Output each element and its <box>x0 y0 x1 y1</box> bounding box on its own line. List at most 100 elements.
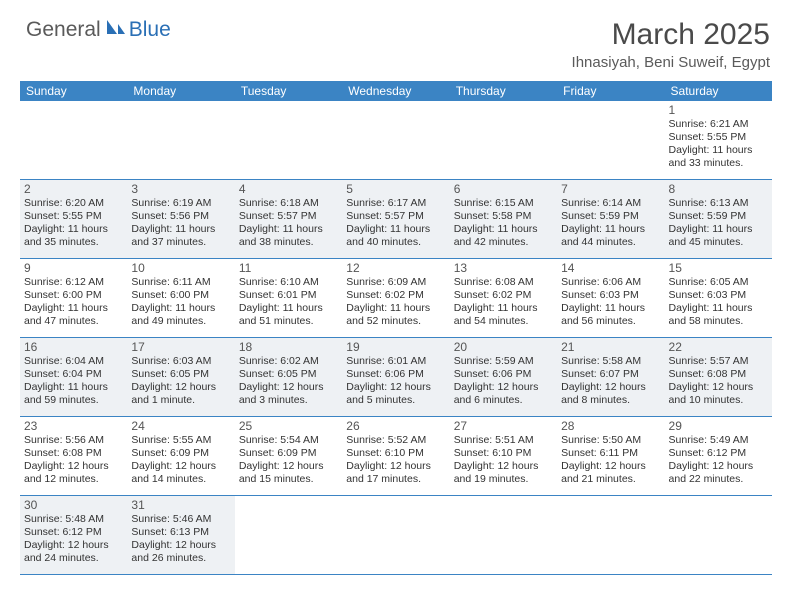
cell-line: Daylight: 11 hours <box>131 302 230 315</box>
calendar-cell: 21Sunrise: 5:58 AMSunset: 6:07 PMDayligh… <box>557 338 664 416</box>
cell-line: Sunrise: 5:59 AM <box>454 355 553 368</box>
cell-line: Daylight: 11 hours <box>669 302 768 315</box>
day-number: 19 <box>346 340 445 354</box>
calendar-cell-empty <box>557 496 664 574</box>
cell-line: and 33 minutes. <box>669 157 768 170</box>
cell-line: and 26 minutes. <box>131 552 230 565</box>
cell-line: Daylight: 12 hours <box>239 460 338 473</box>
cell-line: Daylight: 12 hours <box>131 460 230 473</box>
cell-line: Daylight: 11 hours <box>669 144 768 157</box>
day-number: 15 <box>669 261 768 275</box>
cell-line: Daylight: 11 hours <box>454 302 553 315</box>
day-number: 23 <box>24 419 123 433</box>
page-title: March 2025 <box>572 18 770 52</box>
cell-line: Sunrise: 6:13 AM <box>669 197 768 210</box>
day-header: Tuesday <box>235 81 342 101</box>
cell-line: Sunrise: 6:20 AM <box>24 197 123 210</box>
calendar-cell: 20Sunrise: 5:59 AMSunset: 6:06 PMDayligh… <box>450 338 557 416</box>
cell-line: Sunset: 6:01 PM <box>239 289 338 302</box>
cell-line: and 17 minutes. <box>346 473 445 486</box>
day-number: 6 <box>454 182 553 196</box>
calendar-cell-empty <box>450 496 557 574</box>
cell-line: and 52 minutes. <box>346 315 445 328</box>
day-header: Friday <box>557 81 664 101</box>
cell-line: Sunset: 6:11 PM <box>561 447 660 460</box>
cell-line: Daylight: 11 hours <box>239 302 338 315</box>
cell-line: Sunrise: 5:52 AM <box>346 434 445 447</box>
cell-line: Daylight: 11 hours <box>669 223 768 236</box>
cell-line: Sunset: 5:59 PM <box>669 210 768 223</box>
cell-line: and 22 minutes. <box>669 473 768 486</box>
calendar-cell: 11Sunrise: 6:10 AMSunset: 6:01 PMDayligh… <box>235 259 342 337</box>
cell-line: Daylight: 11 hours <box>131 223 230 236</box>
calendar-cell: 16Sunrise: 6:04 AMSunset: 6:04 PMDayligh… <box>20 338 127 416</box>
cell-line: Daylight: 11 hours <box>24 223 123 236</box>
day-number: 7 <box>561 182 660 196</box>
cell-line: and 24 minutes. <box>24 552 123 565</box>
cell-line: and 21 minutes. <box>561 473 660 486</box>
cell-line: and 3 minutes. <box>239 394 338 407</box>
cell-line: Daylight: 12 hours <box>239 381 338 394</box>
cell-line: Sunrise: 6:14 AM <box>561 197 660 210</box>
cell-line: Sunset: 6:09 PM <box>239 447 338 460</box>
day-number: 14 <box>561 261 660 275</box>
cell-line: Daylight: 12 hours <box>346 381 445 394</box>
cell-line: Sunrise: 6:10 AM <box>239 276 338 289</box>
calendar-cell: 8Sunrise: 6:13 AMSunset: 5:59 PMDaylight… <box>665 180 772 258</box>
calendar-cell: 25Sunrise: 5:54 AMSunset: 6:09 PMDayligh… <box>235 417 342 495</box>
calendar-cell-empty <box>127 101 234 179</box>
cell-line: Sunset: 6:00 PM <box>131 289 230 302</box>
day-number: 28 <box>561 419 660 433</box>
cell-line: Sunset: 6:00 PM <box>24 289 123 302</box>
cell-line: Daylight: 12 hours <box>669 381 768 394</box>
week-row: 1Sunrise: 6:21 AMSunset: 5:55 PMDaylight… <box>20 101 772 180</box>
logo-general-text: General <box>26 18 101 42</box>
cell-line: Sunrise: 6:02 AM <box>239 355 338 368</box>
cell-line: Daylight: 12 hours <box>131 381 230 394</box>
calendar-cell-empty <box>235 101 342 179</box>
calendar-cell: 22Sunrise: 5:57 AMSunset: 6:08 PMDayligh… <box>665 338 772 416</box>
cell-line: and 49 minutes. <box>131 315 230 328</box>
day-header: Thursday <box>450 81 557 101</box>
cell-line: Sunrise: 6:06 AM <box>561 276 660 289</box>
cell-line: and 14 minutes. <box>131 473 230 486</box>
cell-line: Sunset: 6:10 PM <box>346 447 445 460</box>
cell-line: Sunset: 6:08 PM <box>669 368 768 381</box>
day-header: Wednesday <box>342 81 449 101</box>
cell-line: Daylight: 12 hours <box>24 460 123 473</box>
day-number: 26 <box>346 419 445 433</box>
cell-line: Sunset: 6:05 PM <box>131 368 230 381</box>
calendar-cell: 29Sunrise: 5:49 AMSunset: 6:12 PMDayligh… <box>665 417 772 495</box>
cell-line: Sunset: 6:07 PM <box>561 368 660 381</box>
calendar-cell: 7Sunrise: 6:14 AMSunset: 5:59 PMDaylight… <box>557 180 664 258</box>
cell-line: Sunrise: 5:58 AM <box>561 355 660 368</box>
week-row: 9Sunrise: 6:12 AMSunset: 6:00 PMDaylight… <box>20 259 772 338</box>
cell-line: Sunset: 6:02 PM <box>454 289 553 302</box>
cell-line: Sunset: 6:12 PM <box>669 447 768 460</box>
logo: General Blue <box>26 18 171 42</box>
week-row: 23Sunrise: 5:56 AMSunset: 6:08 PMDayligh… <box>20 417 772 496</box>
calendar-cell: 4Sunrise: 6:18 AMSunset: 5:57 PMDaylight… <box>235 180 342 258</box>
cell-line: and 15 minutes. <box>239 473 338 486</box>
day-number: 31 <box>131 498 230 512</box>
calendar-cell: 28Sunrise: 5:50 AMSunset: 6:11 PMDayligh… <box>557 417 664 495</box>
cell-line: Sunset: 6:03 PM <box>561 289 660 302</box>
calendar-cell: 26Sunrise: 5:52 AMSunset: 6:10 PMDayligh… <box>342 417 449 495</box>
calendar-cell: 18Sunrise: 6:02 AMSunset: 6:05 PMDayligh… <box>235 338 342 416</box>
cell-line: Sunset: 6:06 PM <box>454 368 553 381</box>
cell-line: Sunrise: 5:55 AM <box>131 434 230 447</box>
cell-line: Sunrise: 5:56 AM <box>24 434 123 447</box>
day-number: 30 <box>24 498 123 512</box>
week-row: 2Sunrise: 6:20 AMSunset: 5:55 PMDaylight… <box>20 180 772 259</box>
day-header-row: SundayMondayTuesdayWednesdayThursdayFrid… <box>20 81 772 101</box>
cell-line: Daylight: 11 hours <box>24 381 123 394</box>
calendar-cell: 30Sunrise: 5:48 AMSunset: 6:12 PMDayligh… <box>20 496 127 574</box>
day-header: Monday <box>127 81 234 101</box>
cell-line: Sunset: 5:57 PM <box>346 210 445 223</box>
calendar-cell: 5Sunrise: 6:17 AMSunset: 5:57 PMDaylight… <box>342 180 449 258</box>
calendar-cell: 15Sunrise: 6:05 AMSunset: 6:03 PMDayligh… <box>665 259 772 337</box>
cell-line: Sunrise: 5:46 AM <box>131 513 230 526</box>
cell-line: Sunrise: 5:50 AM <box>561 434 660 447</box>
cell-line: and 44 minutes. <box>561 236 660 249</box>
cell-line: Sunset: 5:59 PM <box>561 210 660 223</box>
